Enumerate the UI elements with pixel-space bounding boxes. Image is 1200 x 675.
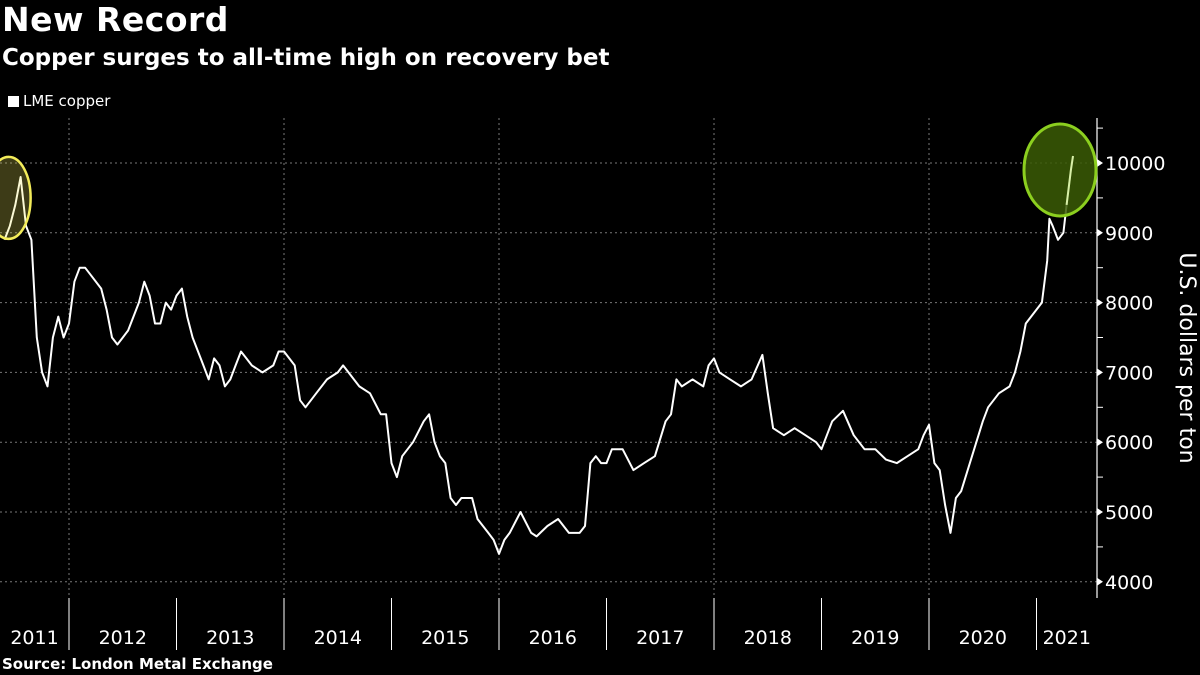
x-tick-label: 2017 xyxy=(636,627,684,649)
y-tick-marker xyxy=(1097,368,1103,377)
legend-label: LME copper xyxy=(23,92,111,110)
x-tick-label: 2016 xyxy=(529,627,577,649)
y-tick-marker xyxy=(1097,159,1103,167)
x-tick-label: 2015 xyxy=(421,627,469,649)
highlight-circle-2021 xyxy=(1022,122,1098,218)
legend-swatch xyxy=(8,95,19,107)
x-tick-label: 2019 xyxy=(851,627,899,649)
legend: LME copper xyxy=(8,92,110,110)
y-tick-label: 8000 xyxy=(1105,293,1153,315)
series-line-lme-copper xyxy=(3,155,1074,555)
x-tick-label: 2012 xyxy=(99,627,147,649)
x-tick-label: 2014 xyxy=(314,627,362,649)
y-tick-marker xyxy=(1097,298,1103,307)
x-tick-label: 2018 xyxy=(744,627,792,649)
y-tick-label: 5000 xyxy=(1105,502,1153,524)
y-tick-marker xyxy=(1097,228,1103,237)
x-tick-label: 2021 xyxy=(1043,627,1091,649)
y-tick-label: 7000 xyxy=(1105,362,1153,384)
y-tick-marker xyxy=(1097,577,1103,586)
y-tick-label: 6000 xyxy=(1105,432,1153,454)
chart-title: New Record xyxy=(2,0,229,39)
x-tick-label: 2020 xyxy=(959,627,1007,649)
y-tick-marker xyxy=(1097,438,1103,447)
y-tick-label: 9000 xyxy=(1105,223,1153,245)
y-tick-label: 4000 xyxy=(1105,572,1153,594)
highlight-circle-2011 xyxy=(0,155,32,241)
x-tick-label: 2013 xyxy=(206,627,254,649)
y-tick-label: 10000 xyxy=(1105,153,1165,175)
series-line-highlighted xyxy=(1065,155,1074,206)
y-tick-marker xyxy=(1097,508,1103,516)
y-axis-label: U.S. dollars per ton xyxy=(1174,252,1199,463)
x-tick-label: 2011 xyxy=(10,627,58,649)
chart-subtitle: Copper surges to all-time high on recove… xyxy=(2,45,610,71)
source-note: Source: London Metal Exchange xyxy=(2,655,273,673)
